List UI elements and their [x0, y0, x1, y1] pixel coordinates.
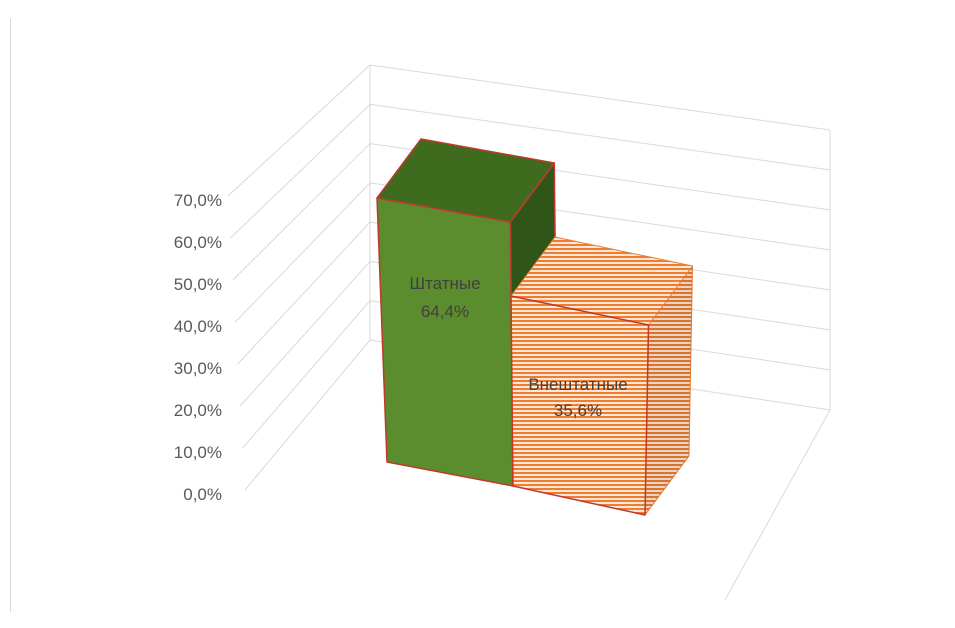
data-label-value-1: 35,6%	[554, 401, 602, 420]
data-label-category-1: Внештатные	[528, 375, 627, 394]
gridline-side-3	[237, 221, 371, 365]
floor-right-edge	[724, 409, 831, 601]
gridline-side-5	[232, 143, 371, 281]
bar-1[interactable]	[510, 236, 693, 516]
gridline-back-6	[369, 103, 831, 171]
y-axis-tick-labels: 0,0% 10,0% 20,0% 30,0% 40,0% 50,0% 60,0%…	[174, 191, 222, 504]
gridline-back-7	[369, 64, 831, 131]
bar-0-front-face[interactable]	[376, 197, 514, 487]
gridline-side-6	[230, 103, 371, 239]
y-tick-label-1: 10,0%	[174, 443, 222, 462]
y-tick-label-7: 70,0%	[174, 191, 222, 210]
bars	[376, 138, 693, 516]
gridline-side-2	[239, 261, 371, 407]
y-tick-label-3: 30,0%	[174, 359, 222, 378]
data-label-value-0: 64,4%	[421, 302, 469, 321]
gridline-side-1	[242, 300, 371, 449]
gridline-side-0	[244, 339, 371, 491]
y-tick-label-4: 40,0%	[174, 317, 222, 336]
y-tick-label-6: 60,0%	[174, 233, 222, 252]
data-labels: Штатные 64,4% Внештатные 35,6%	[409, 274, 627, 420]
gridline-side-7	[227, 64, 371, 197]
bar-1-side-shade	[645, 266, 693, 515]
y-tick-label-5: 50,0%	[174, 275, 222, 294]
bar-1-front-face[interactable]	[510, 295, 650, 516]
y-tick-label-0: 0,0%	[183, 485, 222, 504]
data-label-category-0: Штатные	[409, 274, 480, 293]
gridline-side-4	[234, 182, 371, 323]
y-tick-label-2: 20,0%	[174, 401, 222, 420]
